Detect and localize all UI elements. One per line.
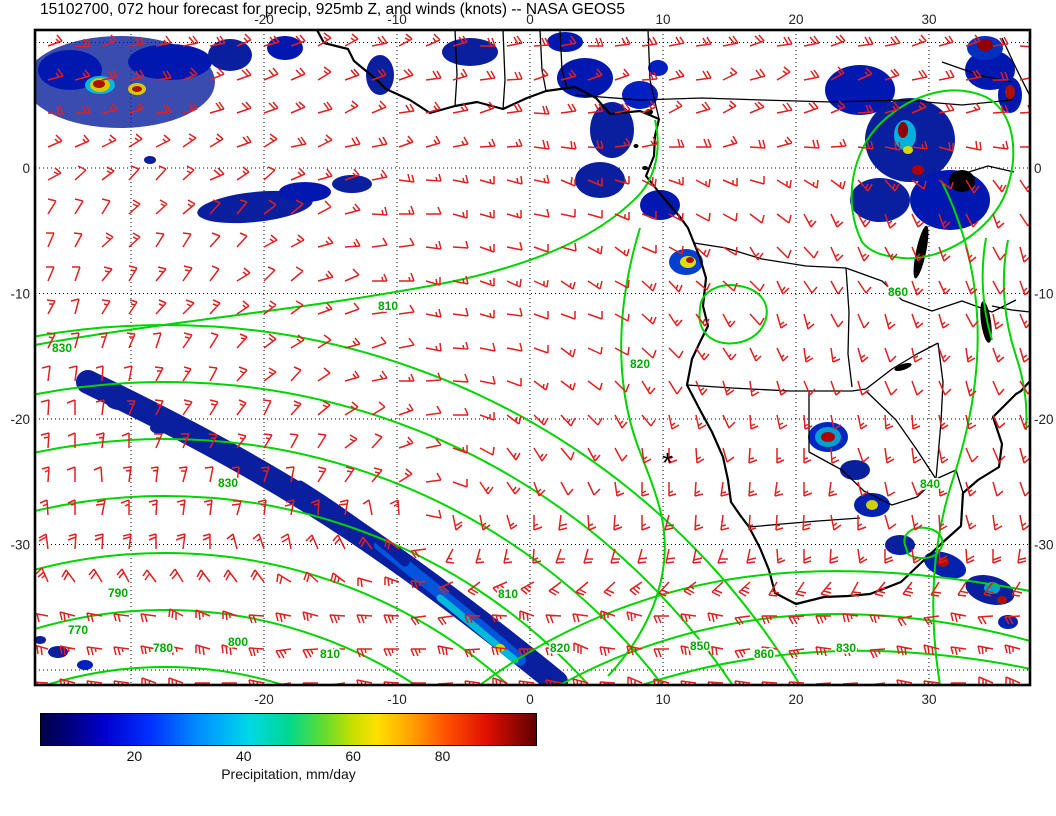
colorbar-ticks: 20 40 60 80 <box>40 748 537 765</box>
contour-label: 860 <box>754 647 774 661</box>
lat-tick-right: 0 <box>1034 161 1042 176</box>
contour-label: 840 <box>920 477 940 491</box>
lakes <box>894 170 992 371</box>
wind-barb-field <box>36 32 1029 684</box>
contour-labels: 830 810 820 830 790 770 780 800 810 810 820 850 860 8… <box>50 283 942 663</box>
lon-tick-top: 20 <box>788 12 803 27</box>
lat-tick-right: -10 <box>1034 287 1054 302</box>
contour-label: 850 <box>690 639 710 653</box>
lat-tick-right: -30 <box>1034 538 1054 553</box>
colorbar-tick: 60 <box>345 748 361 764</box>
colorbar-tick: 40 <box>235 748 252 764</box>
contour-label: 830 <box>836 641 856 655</box>
lon-tick-bottom: 0 <box>526 692 534 707</box>
axis-tick-labels: -20 -20 -10 -10 0 0 10 10 20 20 30 30 0 0 -10 -10 -20 -20… <box>10 12 1053 707</box>
lon-tick-top: -10 <box>387 12 407 27</box>
contour-label: 770 <box>68 623 88 637</box>
contour-label: 810 <box>498 587 518 601</box>
lon-tick-bottom: 30 <box>921 692 936 707</box>
lon-tick-bottom: -10 <box>387 692 407 707</box>
colorbar-tick: 80 <box>434 748 451 764</box>
contour-label: 820 <box>630 357 650 371</box>
contour-label: 830 <box>52 341 72 355</box>
colorbar-gradient <box>40 713 537 746</box>
lon-tick-top: 10 <box>655 12 670 27</box>
country-borders <box>454 31 1029 528</box>
lon-tick-bottom: 10 <box>655 692 670 707</box>
lon-tick-bottom: -20 <box>254 692 274 707</box>
lon-tick-top: -20 <box>254 12 274 27</box>
lat-tick-left: -10 <box>10 287 30 302</box>
plot-title: 15102700, 072 hour forecast for precip, … <box>40 1 625 18</box>
colorbar-label: Precipitation, mm/day <box>221 766 356 782</box>
contour-label: 820 <box>550 641 570 655</box>
lat-tick-right: -20 <box>1034 412 1054 427</box>
contour-label: 810 <box>378 299 398 313</box>
lat-tick-left: -30 <box>10 538 30 553</box>
lat-tick-left: -20 <box>10 412 30 427</box>
lon-tick-top: 30 <box>921 12 936 27</box>
height-contour-arcs <box>36 324 801 684</box>
contour-label: 810 <box>320 647 340 661</box>
lat-tick-left: 0 <box>22 161 30 176</box>
map-frame <box>33 28 1032 687</box>
contour-label: 780 <box>153 641 173 655</box>
contour-label: 830 <box>218 476 238 490</box>
contour-label: 790 <box>108 586 128 600</box>
lon-tick-top: 0 <box>526 12 534 27</box>
colorbar: 20 40 60 80 Precipitation, mm/day <box>40 713 537 782</box>
location-marker: * <box>662 447 673 478</box>
lon-tick-bottom: 20 <box>788 692 803 707</box>
wind-barbs <box>36 32 1029 684</box>
colorbar-tick: 20 <box>126 748 143 764</box>
contour-label: 860 <box>888 285 908 299</box>
contour-label: 800 <box>228 635 248 649</box>
precipitation-shading <box>36 32 1022 684</box>
